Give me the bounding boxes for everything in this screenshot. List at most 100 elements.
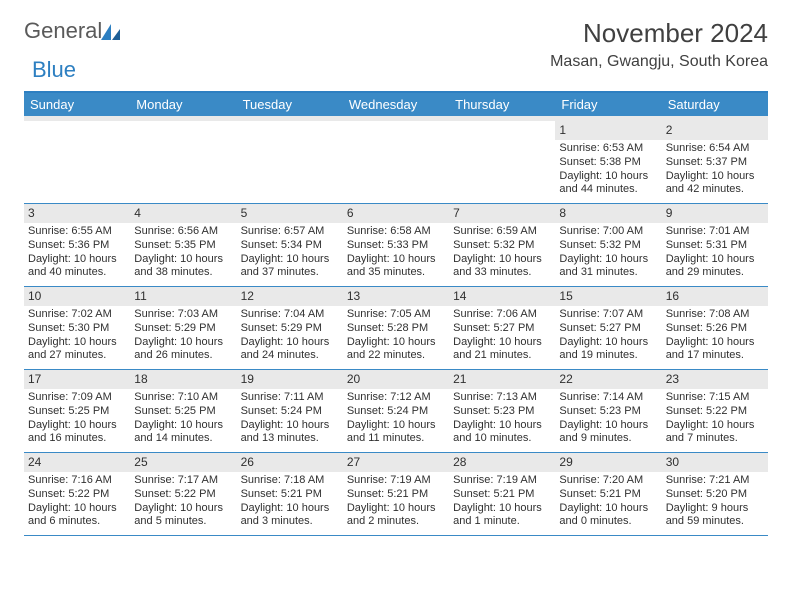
day-cell: 8Sunrise: 7:00 AMSunset: 5:32 PMDaylight…: [555, 204, 661, 286]
day-cell: [343, 121, 449, 203]
daylight-text: Daylight: 10 hours and 37 minutes.: [241, 253, 339, 281]
weekday-header: Monday: [130, 93, 236, 116]
day-number: 14: [449, 287, 555, 306]
day-cell: 15Sunrise: 7:07 AMSunset: 5:27 PMDayligh…: [555, 287, 661, 369]
day-cell: 13Sunrise: 7:05 AMSunset: 5:28 PMDayligh…: [343, 287, 449, 369]
sunset-text: Sunset: 5:27 PM: [453, 322, 551, 336]
day-cell: 1Sunrise: 6:53 AMSunset: 5:38 PMDaylight…: [555, 121, 661, 203]
month-title: November 2024: [550, 18, 768, 49]
day-number: 17: [24, 370, 130, 389]
day-number: 16: [662, 287, 768, 306]
sunset-text: Sunset: 5:28 PM: [347, 322, 445, 336]
day-cell: 6Sunrise: 6:58 AMSunset: 5:33 PMDaylight…: [343, 204, 449, 286]
week-row: 24Sunrise: 7:16 AMSunset: 5:22 PMDayligh…: [24, 453, 768, 536]
weekday-header: Tuesday: [237, 93, 343, 116]
day-cell: 29Sunrise: 7:20 AMSunset: 5:21 PMDayligh…: [555, 453, 661, 535]
sunset-text: Sunset: 5:21 PM: [453, 488, 551, 502]
sunset-text: Sunset: 5:22 PM: [134, 488, 232, 502]
daylight-text: Daylight: 10 hours and 22 minutes.: [347, 336, 445, 364]
sunset-text: Sunset: 5:29 PM: [134, 322, 232, 336]
day-cell: 9 Sunrise: 7:01 AMSunset: 5:31 PMDaylight…: [662, 204, 768, 286]
day-cell: 28Sunrise: 7:19 AMSunset: 5:21 PMDayligh…: [449, 453, 555, 535]
sunrise-text: Sunrise: 7:19 AM: [347, 474, 445, 488]
sunrise-text: Sunrise: 6:56 AM: [134, 225, 232, 239]
day-cell: 25 Sunrise: 7:17 AMSunset: 5:22 PMDayligh…: [130, 453, 236, 535]
sunrise-text: Sunrise: 6:54 AM: [666, 142, 764, 156]
sunrise-text: Sunrise: 7:05 AM: [347, 308, 445, 322]
day-cell: 3Sunrise: 6:55 AMSunset: 5:36 PMDaylight…: [24, 204, 130, 286]
sunset-text: Sunset: 5:31 PM: [666, 239, 764, 253]
sunset-text: Sunset: 5:32 PM: [453, 239, 551, 253]
sunrise-text: Sunrise: 6:55 AM: [28, 225, 126, 239]
day-number: 25: [130, 453, 236, 472]
day-cell: [237, 121, 343, 203]
week-row: 3Sunrise: 6:55 AMSunset: 5:36 PMDaylight…: [24, 204, 768, 287]
daylight-text: Daylight: 10 hours and 5 minutes.: [134, 502, 232, 530]
day-number: 12: [237, 287, 343, 306]
weekday-header: Sunday: [24, 93, 130, 116]
day-number: 30: [662, 453, 768, 472]
sunset-text: Sunset: 5:37 PM: [666, 156, 764, 170]
day-number: 19: [237, 370, 343, 389]
day-cell: 16Sunrise: 7:08 AMSunset: 5:26 PMDayligh…: [662, 287, 768, 369]
day-cell: [24, 121, 130, 203]
day-cell: [449, 121, 555, 203]
daylight-text: Daylight: 10 hours and 29 minutes.: [666, 253, 764, 281]
day-cell: 26Sunrise: 7:18 AMSunset: 5:21 PMDayligh…: [237, 453, 343, 535]
day-cell: 30 Sunrise: 7:21 AMSunset: 5:20 PMDayligh…: [662, 453, 768, 535]
day-cell: 22 Sunrise: 7:14 AMSunset: 5:23 PMDayligh…: [555, 370, 661, 452]
day-cell: 20Sunrise: 7:12 AMSunset: 5:24 PMDayligh…: [343, 370, 449, 452]
day-number: 18: [130, 370, 236, 389]
day-cell: 12 Sunrise: 7:04 AMSunset: 5:29 PMDayligh…: [237, 287, 343, 369]
sunrise-text: Sunrise: 7:04 AM: [241, 308, 339, 322]
daylight-text: Daylight: 10 hours and 26 minutes.: [134, 336, 232, 364]
daylight-text: Daylight: 10 hours and 42 minutes.: [666, 170, 764, 198]
day-cell: 17Sunrise: 7:09 AMSunset: 5:25 PMDayligh…: [24, 370, 130, 452]
weekday-header-row: SundayMondayTuesdayWednesdayThursdayFrid…: [24, 93, 768, 116]
calendar: SundayMondayTuesdayWednesdayThursdayFrid…: [24, 91, 768, 536]
daylight-text: Daylight: 10 hours and 40 minutes.: [28, 253, 126, 281]
sunset-text: Sunset: 5:27 PM: [559, 322, 657, 336]
sunrise-text: Sunrise: 7:10 AM: [134, 391, 232, 405]
sunset-text: Sunset: 5:24 PM: [347, 405, 445, 419]
day-cell: 23Sunrise: 7:15 AMSunset: 5:22 PMDayligh…: [662, 370, 768, 452]
sunset-text: Sunset: 5:34 PM: [241, 239, 339, 253]
daylight-text: Daylight: 10 hours and 9 minutes.: [559, 419, 657, 447]
sunrise-text: Sunrise: 7:01 AM: [666, 225, 764, 239]
day-cell: 21Sunrise: 7:13 AMSunset: 5:23 PMDayligh…: [449, 370, 555, 452]
daylight-text: Daylight: 10 hours and 0 minutes.: [559, 502, 657, 530]
day-number: 22: [555, 370, 661, 389]
sunrise-text: Sunrise: 7:13 AM: [453, 391, 551, 405]
daylight-text: Daylight: 10 hours and 11 minutes.: [347, 419, 445, 447]
sunrise-text: Sunrise: 6:57 AM: [241, 225, 339, 239]
day-cell: 18Sunrise: 7:10 AMSunset: 5:25 PMDayligh…: [130, 370, 236, 452]
day-number: 10: [24, 287, 130, 306]
daylight-text: Daylight: 9 hours and 59 minutes.: [666, 502, 764, 530]
sunrise-text: Sunrise: 7:18 AM: [241, 474, 339, 488]
daylight-text: Daylight: 10 hours and 14 minutes.: [134, 419, 232, 447]
daylight-text: Daylight: 10 hours and 35 minutes.: [347, 253, 445, 281]
sunset-text: Sunset: 5:24 PM: [241, 405, 339, 419]
sunrise-text: Sunrise: 6:59 AM: [453, 225, 551, 239]
sunset-text: Sunset: 5:23 PM: [559, 405, 657, 419]
daylight-text: Daylight: 10 hours and 24 minutes.: [241, 336, 339, 364]
day-number: 4: [130, 204, 236, 223]
day-cell: 24Sunrise: 7:16 AMSunset: 5:22 PMDayligh…: [24, 453, 130, 535]
logo-text-2: Blue: [32, 57, 76, 82]
day-number: 9: [662, 204, 768, 223]
day-number: 24: [24, 453, 130, 472]
daylight-text: Daylight: 10 hours and 2 minutes.: [347, 502, 445, 530]
sunset-text: Sunset: 5:22 PM: [666, 405, 764, 419]
sunset-text: Sunset: 5:29 PM: [241, 322, 339, 336]
sunrise-text: Sunrise: 7:21 AM: [666, 474, 764, 488]
sunset-text: Sunset: 5:20 PM: [666, 488, 764, 502]
sunset-text: Sunset: 5:35 PM: [134, 239, 232, 253]
daylight-text: Daylight: 10 hours and 21 minutes.: [453, 336, 551, 364]
sunrise-text: Sunrise: 7:17 AM: [134, 474, 232, 488]
sunrise-text: Sunrise: 7:19 AM: [453, 474, 551, 488]
sunrise-text: Sunrise: 7:14 AM: [559, 391, 657, 405]
day-number: 7: [449, 204, 555, 223]
day-number: 21: [449, 370, 555, 389]
sunrise-text: Sunrise: 7:12 AM: [347, 391, 445, 405]
sunset-text: Sunset: 5:22 PM: [28, 488, 126, 502]
